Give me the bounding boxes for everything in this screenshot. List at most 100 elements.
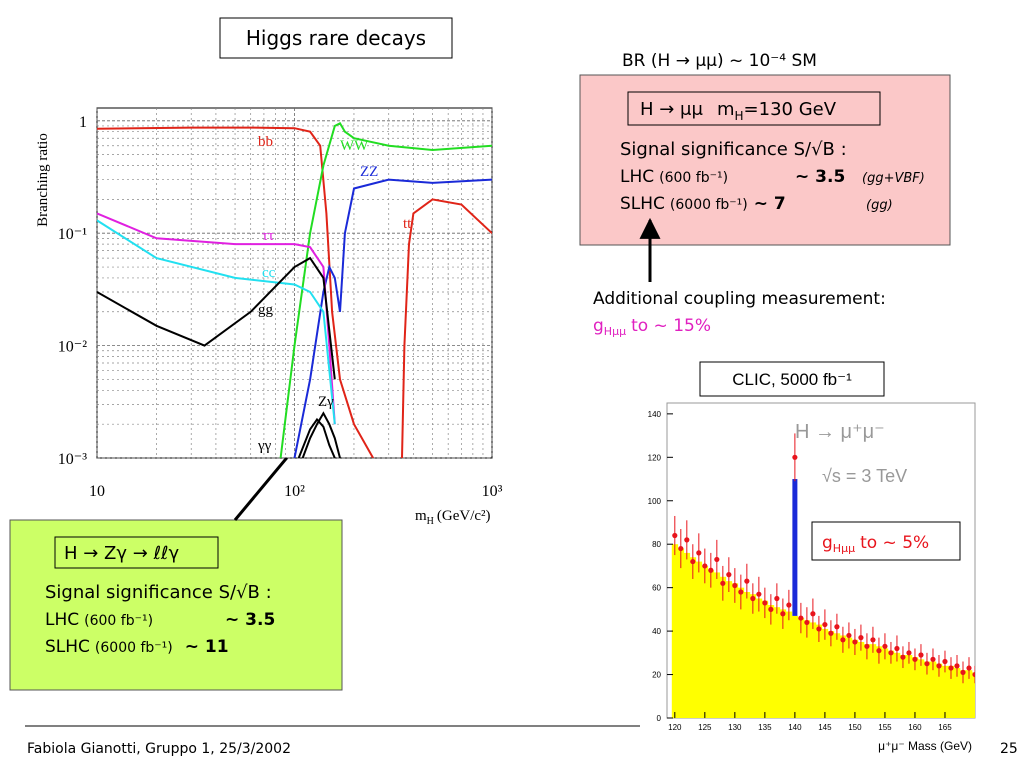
- curve: [301, 411, 341, 458]
- curve-label: ττ: [262, 228, 274, 244]
- zgamma-title-box: [54, 536, 219, 569]
- annotation: H → μ⁺μ⁻: [795, 421, 885, 443]
- data-point: [912, 656, 918, 662]
- data-point: [756, 591, 762, 597]
- data-point: [864, 643, 870, 649]
- clic-coupling: gHμμ to ~ 5%: [822, 533, 929, 555]
- note: Additional coupling measurement:: [593, 289, 886, 309]
- significance: Signal significance S/√B :: [45, 582, 272, 603]
- data-point: [768, 606, 774, 612]
- background-bar: [761, 600, 769, 718]
- y-tick-label: 10⁻¹: [58, 226, 87, 243]
- curve-label: tt: [403, 216, 412, 232]
- data-point: [960, 669, 966, 675]
- data-point: [870, 637, 876, 643]
- background-bar: [941, 665, 949, 718]
- x-tick-label: 145: [818, 723, 832, 732]
- data-point: [762, 600, 768, 606]
- data-point: [888, 650, 894, 656]
- curves: [97, 121, 492, 458]
- data-point: [696, 550, 702, 556]
- mass-chart: 120 125 130 135 140 145 150 155 160 165 0 20 40 60 80 1…: [648, 402, 976, 753]
- curve: [97, 219, 336, 425]
- curve-label: WW: [340, 138, 369, 154]
- background-bar: [881, 648, 889, 718]
- curve-label: gg: [258, 302, 274, 318]
- curve: [97, 212, 336, 425]
- data-point: [834, 624, 840, 630]
- x-tick-label: 10³: [482, 483, 503, 500]
- background-bar: [809, 622, 817, 718]
- background-bar: [887, 650, 895, 718]
- background-bar: [857, 641, 865, 718]
- background-bar: [863, 644, 871, 718]
- data-point: [924, 661, 930, 667]
- clic-coupling-box: [811, 521, 961, 561]
- background-bar: [797, 618, 805, 718]
- data-point: [936, 663, 942, 669]
- x-tick-label: 150: [848, 723, 862, 732]
- background-bar: [737, 587, 745, 718]
- background-bar: [725, 581, 733, 718]
- background-bar: [743, 592, 751, 718]
- y-tick-label: 60: [652, 584, 661, 593]
- data-point: [840, 637, 846, 643]
- curve: [297, 417, 336, 458]
- title: Higgs rare decays: [246, 26, 426, 50]
- background-bar: [833, 633, 841, 718]
- page-number: 25: [1000, 741, 1018, 757]
- background-bar: [959, 670, 967, 718]
- data-point: [948, 665, 954, 671]
- x-axis-label-part: H: [427, 516, 434, 527]
- background-bar: [815, 624, 823, 718]
- mumu-title-box: [627, 91, 881, 126]
- background-bar: [683, 552, 691, 718]
- data-point: [690, 558, 696, 565]
- title-box: [219, 17, 453, 59]
- background-bar: [701, 565, 709, 718]
- data-point: [942, 658, 948, 665]
- y-tick-label: 1: [79, 114, 87, 131]
- data-point: [708, 567, 714, 573]
- data-point: [900, 654, 906, 660]
- y-tick-label: 40: [652, 627, 661, 636]
- data-point: [882, 643, 888, 649]
- data-point: [822, 621, 828, 628]
- data-point: [672, 532, 678, 539]
- x-tick-label: 165: [938, 723, 952, 732]
- x-tick-label: 155: [878, 723, 892, 732]
- data-point: [972, 671, 975, 678]
- clic-box: [699, 361, 885, 397]
- x-tick-label: 125: [698, 723, 712, 732]
- signal-peak: [792, 479, 798, 616]
- data-point: [684, 537, 690, 543]
- background-bar: [965, 670, 973, 718]
- background-bar: [839, 635, 847, 718]
- background-bar: [929, 661, 937, 718]
- data-point: [804, 619, 810, 626]
- background-bar: [917, 659, 925, 718]
- curve: [401, 198, 492, 458]
- data-point: [678, 545, 684, 552]
- curve-label: Zγ: [318, 394, 334, 410]
- data-point: [786, 602, 792, 608]
- data-point: [954, 663, 960, 669]
- background-bar: [671, 544, 679, 718]
- background-bar: [755, 598, 763, 718]
- footer-author: Fabiola Gianotti, Gruppo 1, 25/3/2002: [27, 741, 291, 757]
- data-point: [750, 595, 756, 602]
- data-point: [858, 635, 864, 641]
- curve-label: bb: [258, 134, 273, 150]
- data-point: [846, 632, 852, 639]
- slhc-row: SLHC (6000 fb⁻¹) ~ 7 (gg): [620, 194, 893, 214]
- data-point: [918, 652, 924, 658]
- background-bar: [803, 620, 811, 718]
- data-point: [732, 582, 738, 589]
- background-bar: [821, 628, 829, 718]
- background-bar: [791, 615, 799, 718]
- y-axis-label: Branching ratio: [35, 133, 51, 227]
- x-axis-label-part: m: [415, 508, 427, 524]
- y-tick-label: 10⁻²: [58, 339, 87, 356]
- curve: [279, 121, 492, 458]
